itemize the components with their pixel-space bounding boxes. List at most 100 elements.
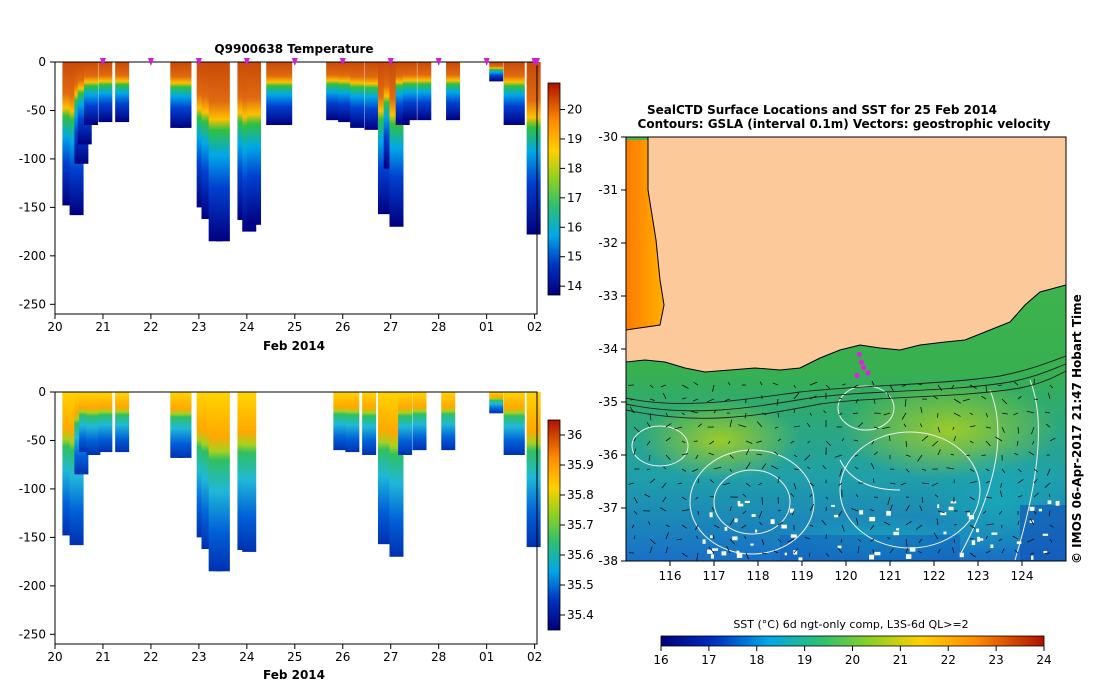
velocity-vector [690, 410, 699, 414]
velocity-vector [1000, 482, 1003, 488]
velocity-vector [729, 468, 732, 472]
cloud-gap [750, 543, 754, 546]
colorbar-tick-label: 35.8 [567, 488, 594, 502]
velocity-vector [729, 506, 732, 512]
profile-bar [86, 392, 101, 455]
velocity-vector [744, 536, 747, 540]
cloud-gap [1016, 541, 1022, 545]
cloud-gap [781, 524, 787, 529]
cloud-gap [937, 504, 940, 509]
velocity-vector [853, 439, 859, 442]
colorbar-tick-label: 16 [653, 653, 668, 667]
map-credit: © IMOS 06-Apr-2017 21:47 Hobart Time [1070, 294, 1084, 564]
velocity-vector [708, 546, 715, 554]
velocity-vector [1044, 411, 1051, 414]
velocity-vector [1017, 520, 1020, 526]
cloud-gap [886, 510, 891, 516]
velocity-vector [646, 468, 651, 471]
velocity-vector [953, 398, 961, 404]
velocity-vector [1017, 426, 1020, 434]
profile-bar [177, 392, 192, 458]
velocity-vector [915, 524, 923, 530]
velocity-vector [742, 493, 747, 498]
velocity-vector [1014, 452, 1019, 456]
velocity-vector [649, 398, 655, 401]
cloud-gap [798, 557, 803, 563]
velocity-vector [857, 538, 862, 542]
velocity-vector [883, 412, 891, 416]
colorbar-tick-label: 24 [1036, 653, 1051, 667]
velocity-vector [1033, 398, 1038, 400]
velocity-vector [855, 494, 859, 498]
velocity-vector [790, 440, 795, 444]
map-area [625, 136, 1070, 565]
velocity-vector [953, 412, 961, 417]
velocity-vector [1044, 482, 1051, 488]
velocity-vector [777, 412, 779, 418]
velocity-vector [918, 551, 923, 554]
velocity-vector [905, 520, 912, 526]
profile-bar [489, 392, 504, 414]
velocity-vector [804, 454, 811, 461]
velocity-vector [985, 412, 989, 418]
velocity-vector [969, 496, 975, 501]
velocity-vector [649, 546, 653, 554]
velocity-vector [665, 524, 670, 527]
y-tick-label: -37 [598, 501, 618, 515]
cloud-gap [710, 535, 713, 539]
velocity-vector [696, 535, 699, 540]
x-tick-label: 20 [47, 320, 62, 334]
velocity-vector [919, 505, 923, 512]
cloud-gap [738, 503, 744, 507]
cloud-gap [950, 501, 957, 504]
velocity-vector [953, 538, 956, 543]
x-tick-label: 24 [239, 320, 254, 334]
velocity-vector [633, 448, 637, 456]
colorbar-tick-label: 35.4 [567, 608, 594, 622]
velocity-vector [871, 440, 875, 445]
velocity-vector [790, 493, 795, 498]
velocity-vector [985, 496, 992, 499]
cloud-gap [991, 532, 998, 535]
velocity-vector [745, 482, 751, 487]
velocity-vector [628, 482, 635, 485]
velocity-vector [871, 380, 875, 386]
y-tick-label: -33 [598, 289, 618, 303]
y-tick-label: -50 [26, 433, 46, 447]
velocity-vector [1028, 451, 1035, 456]
velocity-vector [649, 478, 656, 484]
cloud-gap [940, 512, 947, 516]
x-tick-label: 22 [143, 320, 158, 334]
map-y-axis: -30 -31 -32 -33 -34 -35 -36 -37 -38 [598, 130, 626, 568]
velocity-vector [887, 537, 891, 540]
velocity-vector [964, 510, 971, 513]
velocity-vector [770, 465, 779, 470]
cloud-gap [724, 526, 728, 531]
cloud-gap [1043, 550, 1048, 554]
velocity-vector [665, 532, 669, 540]
y-tick-label: -31 [598, 183, 618, 197]
velocity-vector [1026, 538, 1035, 543]
station-marker [147, 58, 154, 66]
velocity-vector [793, 409, 796, 414]
cloud-gap [909, 547, 916, 552]
velocity-vector [793, 548, 799, 554]
temperature-colorbar-ticks: 14 15 16 17 18 19 20 [560, 103, 582, 293]
velocity-vector [808, 552, 811, 557]
x-tick-label: 116 [659, 569, 682, 583]
velocity-vector [999, 490, 1003, 498]
velocity-vector [937, 449, 941, 456]
velocity-vector [681, 509, 690, 512]
velocity-vector [745, 448, 750, 456]
velocity-vector [646, 440, 651, 446]
cloud-gap [770, 519, 775, 524]
y-tick-label: -250 [19, 627, 46, 641]
velocity-vector [1048, 493, 1051, 498]
velocity-vector [837, 547, 843, 554]
velocity-vector [969, 552, 976, 558]
velocity-vector [648, 521, 651, 526]
velocity-vector [663, 393, 667, 400]
sst-colorbar [660, 635, 1045, 647]
y-tick-label: -38 [598, 554, 618, 568]
cloud-gap [1038, 508, 1042, 512]
